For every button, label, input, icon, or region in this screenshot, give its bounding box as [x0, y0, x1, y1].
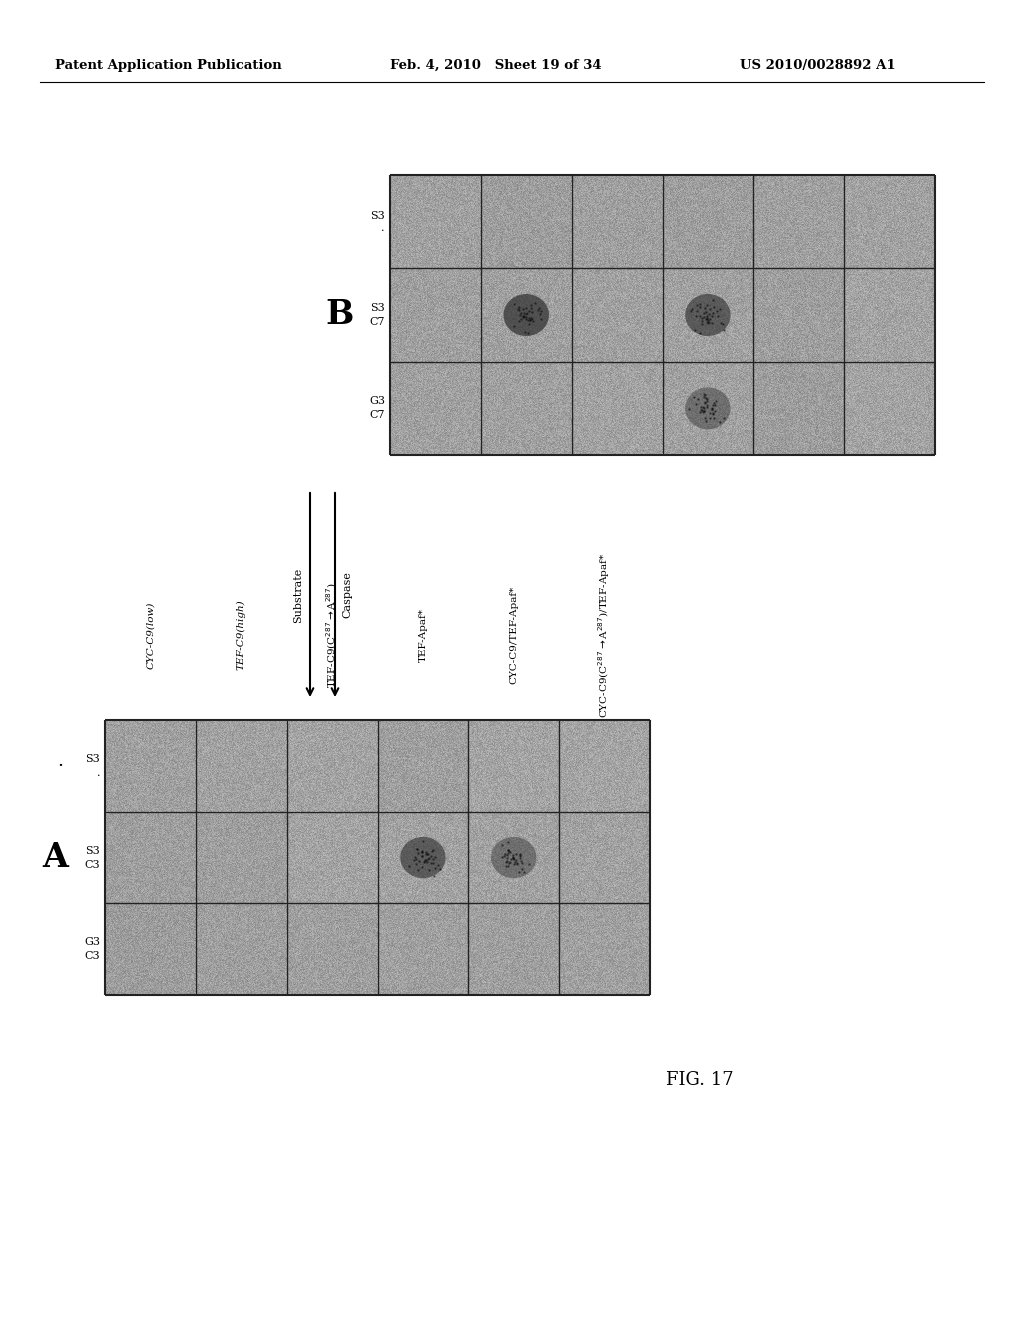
- Bar: [481, 269, 571, 362]
- Bar: [845, 176, 935, 268]
- Text: B: B: [326, 298, 354, 331]
- Bar: [469, 812, 559, 903]
- Bar: [481, 362, 571, 454]
- Bar: [469, 904, 559, 994]
- Text: C3: C3: [84, 952, 100, 961]
- Bar: [481, 176, 571, 268]
- Ellipse shape: [685, 387, 731, 429]
- Bar: [560, 721, 649, 812]
- Bar: [390, 362, 480, 454]
- Text: S3: S3: [371, 211, 385, 220]
- Text: .: .: [96, 768, 100, 777]
- Text: CYC-C9(low): CYC-C9(low): [145, 602, 155, 669]
- Bar: [287, 812, 377, 903]
- Text: CYC-C9/TEF-Apaf*: CYC-C9/TEF-Apaf*: [509, 586, 518, 684]
- Bar: [287, 721, 377, 812]
- Text: TEF-C9(C$^{287}$$\rightarrow$A$^{287}$): TEF-C9(C$^{287}$$\rightarrow$A$^{287}$): [325, 582, 339, 688]
- Bar: [287, 904, 377, 994]
- Text: S3: S3: [371, 304, 385, 313]
- Text: C7: C7: [370, 411, 385, 420]
- Text: Feb. 4, 2010   Sheet 19 of 34: Feb. 4, 2010 Sheet 19 of 34: [390, 58, 602, 71]
- Text: .: .: [382, 223, 385, 232]
- Text: A: A: [42, 841, 68, 874]
- Text: US 2010/0028892 A1: US 2010/0028892 A1: [740, 58, 896, 71]
- Text: TEF-Apaf*: TEF-Apaf*: [419, 609, 427, 661]
- Bar: [105, 904, 196, 994]
- Bar: [663, 176, 753, 268]
- Bar: [663, 269, 753, 362]
- Bar: [560, 812, 649, 903]
- Bar: [390, 176, 480, 268]
- Ellipse shape: [492, 837, 537, 878]
- Text: FIG. 17: FIG. 17: [667, 1071, 734, 1089]
- Text: C3: C3: [84, 859, 100, 870]
- Bar: [754, 176, 844, 268]
- Bar: [469, 721, 559, 812]
- Bar: [105, 812, 196, 903]
- Bar: [378, 721, 468, 812]
- Bar: [378, 904, 468, 994]
- Bar: [754, 362, 844, 454]
- Text: TEF-C9(high): TEF-C9(high): [237, 599, 246, 671]
- Text: C7: C7: [370, 317, 385, 327]
- Bar: [572, 362, 662, 454]
- Bar: [572, 176, 662, 268]
- Text: S3: S3: [85, 846, 100, 855]
- Bar: [105, 721, 196, 812]
- Ellipse shape: [685, 294, 731, 337]
- Ellipse shape: [504, 294, 549, 337]
- Bar: [378, 812, 468, 903]
- Text: G3: G3: [369, 396, 385, 407]
- Bar: [572, 269, 662, 362]
- Text: S3: S3: [85, 754, 100, 764]
- Bar: [197, 721, 286, 812]
- Bar: [197, 812, 286, 903]
- Text: Substrate: Substrate: [293, 568, 303, 623]
- Text: G3: G3: [84, 937, 100, 948]
- Bar: [390, 269, 480, 362]
- Text: Caspase: Caspase: [342, 572, 352, 619]
- Text: Patent Application Publication: Patent Application Publication: [55, 58, 282, 71]
- Bar: [560, 904, 649, 994]
- Bar: [663, 362, 753, 454]
- Bar: [754, 269, 844, 362]
- Bar: [390, 176, 935, 455]
- Bar: [105, 719, 650, 995]
- Text: CYC-C9(C$^{287}$$\rightarrow$A$^{287}$)/TEF-Apaf*: CYC-C9(C$^{287}$$\rightarrow$A$^{287}$)/…: [597, 552, 612, 718]
- Bar: [197, 904, 286, 994]
- Bar: [845, 362, 935, 454]
- Bar: [845, 269, 935, 362]
- Ellipse shape: [400, 837, 445, 878]
- Text: ·: ·: [57, 756, 63, 775]
